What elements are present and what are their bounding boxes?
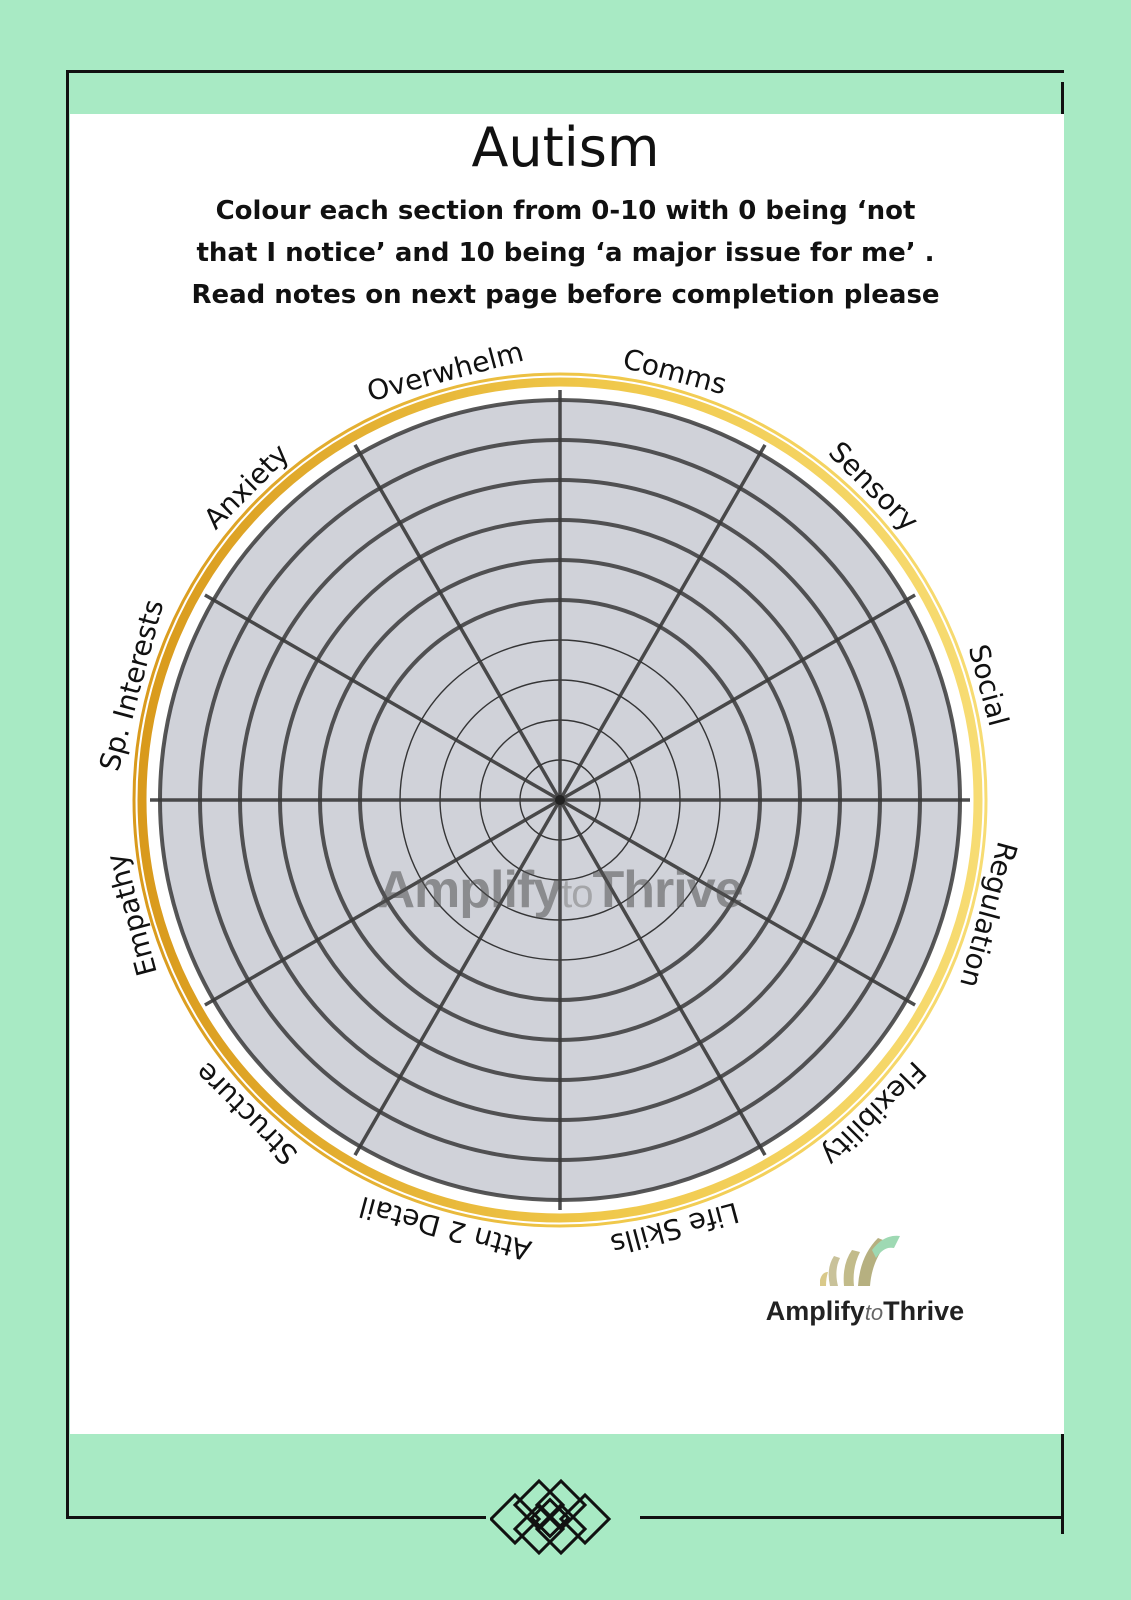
- segment-divider-3: [559, 593, 916, 802]
- outer-gold-ring: [132, 372, 988, 1228]
- watermark-thrive: Thrive: [592, 861, 743, 919]
- brand-logo-text: AmplifytoThrive: [740, 1296, 990, 1327]
- instruction-line-1: Colour each section from 0-10 with 0 bei…: [215, 196, 916, 226]
- segment-divider-9: [204, 798, 561, 1007]
- segment-divider-5: [559, 798, 916, 1007]
- frame-left-line: [66, 70, 69, 1518]
- instruction-line-3: Read notes on next page before completio…: [191, 280, 940, 310]
- frame-bottom-line-right: [640, 1516, 1064, 1519]
- frame-top-line: [66, 70, 1064, 73]
- logo-amplify: Amplify: [765, 1296, 865, 1326]
- segment-divider-2: [558, 444, 767, 801]
- instruction-line-2: that I notice’ and 10 being ‘a major iss…: [196, 238, 935, 268]
- watermark-to: to: [561, 872, 593, 916]
- brand-logo-icon: [820, 1235, 900, 1286]
- segment-divider-11: [204, 593, 561, 802]
- page-title: Autism: [471, 116, 660, 179]
- diamond-ornament-icon: [490, 1478, 612, 1556]
- center-hub: [555, 795, 565, 805]
- segment-divider-12: [353, 444, 562, 801]
- center-watermark: AmplifytoThrive: [340, 860, 780, 920]
- watermark-amplify: Amplify: [377, 861, 562, 919]
- frame-bottom-line-left: [66, 1516, 486, 1519]
- inner-gold-ring: [137, 377, 983, 1223]
- logo-thrive: Thrive: [883, 1296, 965, 1326]
- logo-to: to: [864, 1300, 884, 1325]
- segment-divider-6: [558, 799, 767, 1156]
- segment-divider-8: [353, 799, 562, 1156]
